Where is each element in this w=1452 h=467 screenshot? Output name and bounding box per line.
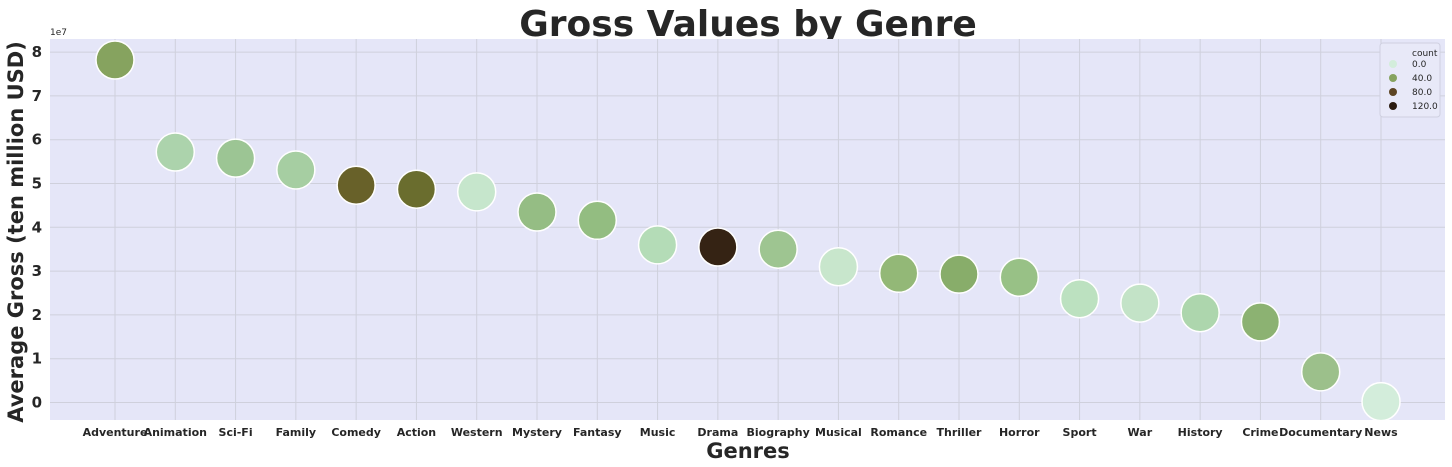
- data-point: [1240, 302, 1281, 342]
- legend-title: count: [1412, 49, 1438, 59]
- x-tick-label: Thriller: [937, 426, 983, 439]
- data-point: [698, 227, 738, 267]
- legend-marker: [1389, 102, 1397, 110]
- plot-area: [50, 39, 1445, 420]
- y-tick-label: 3: [32, 262, 42, 280]
- x-tick-label: Horror: [999, 426, 1040, 439]
- y-axis-title: Average Gross (ten million USD): [4, 41, 28, 423]
- legend: count 0.0 40.0 80.0 120.0: [1379, 42, 1441, 118]
- data-point: [336, 165, 376, 206]
- x-tick-label: Drama: [697, 426, 738, 439]
- data-point: [1180, 292, 1220, 333]
- legend-entries: 0.0 40.0 80.0 120.0: [1389, 60, 1438, 112]
- chart-title: Gross Values by Genre: [519, 4, 977, 45]
- data-point: [215, 138, 256, 178]
- data-point: [637, 225, 678, 265]
- y-tick-label: 5: [32, 175, 42, 193]
- data-point: [1059, 278, 1100, 319]
- x-tick-label: Documentary: [1279, 426, 1362, 439]
- legend-marker: [1389, 60, 1397, 68]
- data-point: [1300, 352, 1341, 392]
- y-tick-label: 4: [32, 218, 42, 236]
- y-tick-label: 2: [32, 306, 42, 324]
- y-tick-label: 7: [32, 87, 42, 105]
- x-tick-label: Action: [397, 426, 436, 439]
- data-point: [818, 246, 859, 287]
- data-point: [95, 40, 135, 80]
- data-point: [517, 192, 557, 232]
- x-tick-label: Animation: [144, 426, 207, 439]
- x-tick-label: Western: [451, 426, 503, 439]
- x-tick-label: Music: [640, 426, 676, 439]
- data-point: [456, 172, 497, 212]
- y-tick-label: 8: [32, 43, 42, 61]
- x-tick-label: Family: [276, 426, 316, 439]
- data-point: [396, 169, 437, 209]
- x-tick-label: News: [1364, 426, 1398, 439]
- data-point: [939, 254, 979, 294]
- legend-marker: [1389, 88, 1397, 96]
- y-offset-label: 1e7: [50, 28, 67, 38]
- y-tick-labels: 0 1 2 3 4 5 6 7 8: [32, 43, 42, 411]
- legend-marker: [1389, 74, 1397, 82]
- x-tick-label: History: [1178, 426, 1223, 439]
- x-tick-label: Sci-Fi: [219, 426, 253, 439]
- x-tick-label: Mystery: [512, 426, 562, 439]
- legend-label: 40.0: [1412, 74, 1432, 84]
- x-tick-label: Biography: [746, 426, 809, 439]
- data-point: [276, 150, 316, 190]
- legend-label: 0.0: [1412, 60, 1427, 70]
- x-tick-label: Romance: [870, 426, 927, 439]
- data-point: [999, 257, 1040, 297]
- data-point: [1120, 283, 1160, 323]
- grid: [50, 39, 1445, 420]
- x-tick-label: War: [1128, 426, 1153, 439]
- x-tick-label: Comedy: [331, 426, 381, 439]
- x-tick-label: Musical: [815, 426, 862, 439]
- x-tick-label: Sport: [1063, 426, 1097, 439]
- x-tick-label: Fantasy: [573, 426, 622, 439]
- y-tick-label: 6: [32, 131, 42, 149]
- data-point: [1361, 381, 1401, 422]
- x-axis-title: Genres: [706, 439, 790, 463]
- data-point: [577, 200, 618, 241]
- data-point: [155, 132, 196, 172]
- x-tick-label: Crime: [1242, 426, 1278, 439]
- legend-label: 120.0: [1412, 102, 1438, 112]
- data-point: [758, 229, 798, 269]
- y-tick-label: 1: [32, 350, 42, 368]
- legend-label: 80.0: [1412, 88, 1432, 98]
- data-points: [95, 40, 1401, 422]
- y-tick-label: 0: [32, 393, 42, 411]
- data-point: [878, 253, 919, 294]
- x-tick-label: Adventure: [83, 426, 148, 439]
